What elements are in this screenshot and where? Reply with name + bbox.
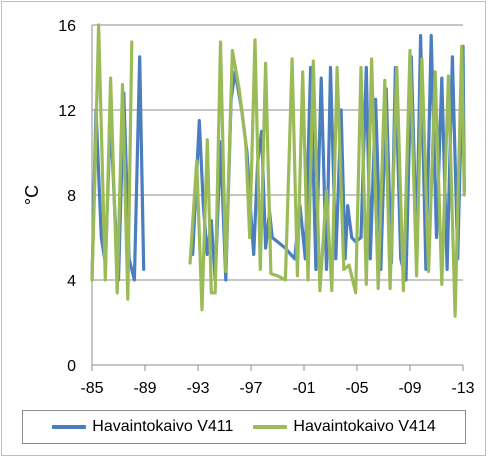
y-tick-label: 4 xyxy=(67,273,76,290)
legend-label: Havaintokaivo V414 xyxy=(293,418,436,435)
y-tick-labels: 0 4 8 12 16 xyxy=(58,18,76,375)
legend-label: Havaintokaivo V411 xyxy=(92,418,234,435)
y-tick-label: 0 xyxy=(67,358,76,375)
x-tick-label: -93 xyxy=(186,380,209,397)
series-line-2 xyxy=(188,38,466,318)
x-tick-label: -13 xyxy=(451,380,474,397)
y-axis-label: °C xyxy=(22,185,42,205)
legend-swatch xyxy=(253,425,288,429)
x-tick-label: -85 xyxy=(80,380,103,397)
series-lines xyxy=(90,23,466,318)
x-tick-label: -09 xyxy=(398,380,421,397)
x-tick-label: -89 xyxy=(133,380,156,397)
y-tick-label: 8 xyxy=(67,188,76,205)
y-tick-label: 16 xyxy=(58,18,76,35)
x-tick-label: -01 xyxy=(292,380,315,397)
x-tick-label: -97 xyxy=(239,380,262,397)
legend-item: Havaintokaivo V414 xyxy=(253,418,436,436)
legend-item: Havaintokaivo V411 xyxy=(52,418,233,436)
chart-legend: Havaintokaivo V411 Havaintokaivo V414 xyxy=(22,410,466,444)
x-tick-labels: -85 -89 -93 -97 -01 -05 -09 -13 xyxy=(80,380,474,397)
x-tick-label: -05 xyxy=(345,380,368,397)
legend-swatch xyxy=(52,425,87,429)
series-line-2 xyxy=(90,23,134,301)
axes xyxy=(91,25,464,371)
y-tick-label: 12 xyxy=(58,103,76,120)
